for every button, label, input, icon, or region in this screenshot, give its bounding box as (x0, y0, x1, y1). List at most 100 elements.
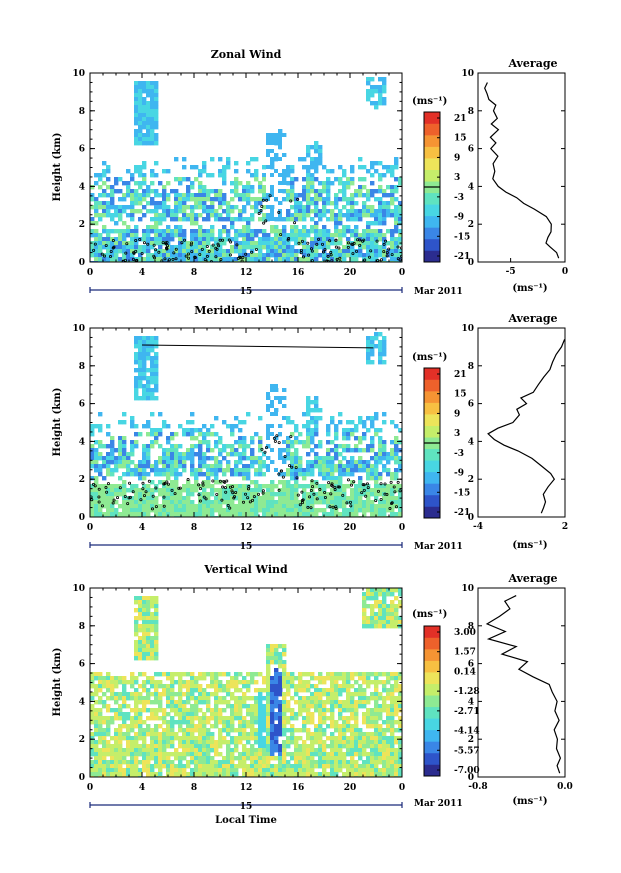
contour-mark (281, 475, 285, 479)
heatmap-cell (138, 492, 143, 497)
heatmap-cell (158, 468, 163, 473)
heatmap-cell (190, 676, 195, 681)
heatmap-cell (282, 408, 287, 413)
heatmap-cell (366, 352, 371, 357)
heatmap-cell (330, 696, 335, 701)
heatmap-cell (274, 225, 279, 230)
heatmap-cell (386, 229, 391, 234)
heatmap-cell (150, 237, 155, 242)
heatmap-cell (146, 472, 151, 477)
heatmap-cell (334, 197, 339, 202)
heatmap-cell (102, 173, 107, 178)
heatmap-cell (162, 708, 167, 713)
heatmap-cell (142, 652, 147, 657)
heatmap-cell (130, 696, 135, 701)
heatmap-cell (298, 432, 303, 437)
heatmap-cell (138, 596, 143, 601)
heatmap-cell (382, 708, 387, 713)
heatmap-cell (374, 736, 379, 741)
heatmap-cell (150, 616, 155, 621)
heatmap-cell (274, 404, 279, 409)
heatmap-cell (398, 620, 402, 625)
heatmap-cell (142, 360, 147, 365)
heatmap-cell (326, 177, 331, 182)
heatmap-cell (226, 500, 231, 505)
heatmap-cell (374, 596, 379, 601)
heatmap-cell (90, 736, 95, 741)
heatmap-cell (346, 720, 351, 725)
heatmap-cell (138, 732, 143, 737)
heatmap-cell (90, 249, 95, 254)
heatmap-cell (282, 241, 287, 246)
heatmap-cell (114, 249, 119, 254)
heatmap-cell (394, 612, 399, 617)
heatmap-cell (310, 237, 315, 242)
heatmap-cell (138, 696, 143, 701)
heatmap-cell (310, 508, 315, 513)
heatmap-cell (378, 708, 383, 713)
colorbar-tick-label: -21 (454, 508, 470, 518)
heatmap-cell (126, 680, 131, 685)
heatmap-cell (174, 512, 179, 517)
heatmap-cell (334, 241, 339, 246)
heatmap-cell (146, 716, 151, 721)
heatmap-cell (102, 205, 107, 210)
heatmap-cell (286, 189, 291, 194)
heatmap-cell (378, 716, 383, 721)
heatmap-cell (274, 648, 279, 653)
heatmap-cell (214, 444, 219, 449)
heatmap-cell (346, 684, 351, 689)
heatmap-cell (370, 360, 375, 365)
heatmap-cell (334, 688, 339, 693)
contour-mark (337, 246, 341, 250)
heatmap-cell (122, 480, 127, 485)
heatmap-cell (238, 436, 243, 441)
heatmap-cell (130, 241, 135, 246)
heatmap-cell (326, 716, 331, 721)
heatmap-cell (338, 704, 343, 709)
heatmap-cell (294, 229, 299, 234)
heatmap-cell (190, 253, 195, 258)
contour-mark (132, 251, 136, 255)
heatmap-cell (166, 688, 171, 693)
heatmap-cell (266, 145, 271, 150)
heatmap-cell (234, 680, 239, 685)
heatmap-cell (142, 640, 147, 645)
heatmap-cell (206, 237, 211, 242)
heatmap-cell (386, 720, 391, 725)
heatmap-cell (318, 500, 323, 505)
heatmap-cell (218, 504, 223, 509)
heatmap-cell (266, 237, 271, 242)
heatmap-cell (198, 197, 203, 202)
heatmap-cell (130, 484, 135, 489)
heatmap-cell (358, 484, 363, 489)
heatmap-cell (130, 468, 135, 473)
heatmap-cell (134, 209, 139, 214)
heatmap-cell (338, 209, 343, 214)
heatmap-cell (322, 165, 327, 170)
heatmap-cell (338, 221, 343, 226)
heatmap-cell (114, 464, 119, 469)
heatmap-cell (106, 676, 111, 681)
heatmap-cell (270, 165, 275, 170)
heatmap-cell (358, 696, 363, 701)
heatmap-cell (362, 620, 367, 625)
heatmap-cell (226, 720, 231, 725)
heatmap-cell (322, 512, 327, 517)
heatmap-cell (294, 700, 299, 705)
heatmap-cell (218, 688, 223, 693)
heatmap-cell (206, 728, 211, 733)
heatmap-cell (282, 157, 287, 162)
heatmap-cell (90, 233, 95, 238)
heatmap-cell (222, 708, 227, 713)
heatmap-cell (270, 724, 275, 729)
heatmap-cell (338, 500, 343, 505)
heatmap-cell (370, 712, 375, 717)
contour-mark (349, 504, 353, 508)
colorbar-swatch (424, 425, 440, 438)
heatmap-cell (346, 181, 351, 186)
heatmap-cell (394, 460, 399, 465)
contour-mark (109, 249, 113, 253)
heatmap-cell (362, 700, 367, 705)
heatmap-cell (118, 676, 123, 681)
